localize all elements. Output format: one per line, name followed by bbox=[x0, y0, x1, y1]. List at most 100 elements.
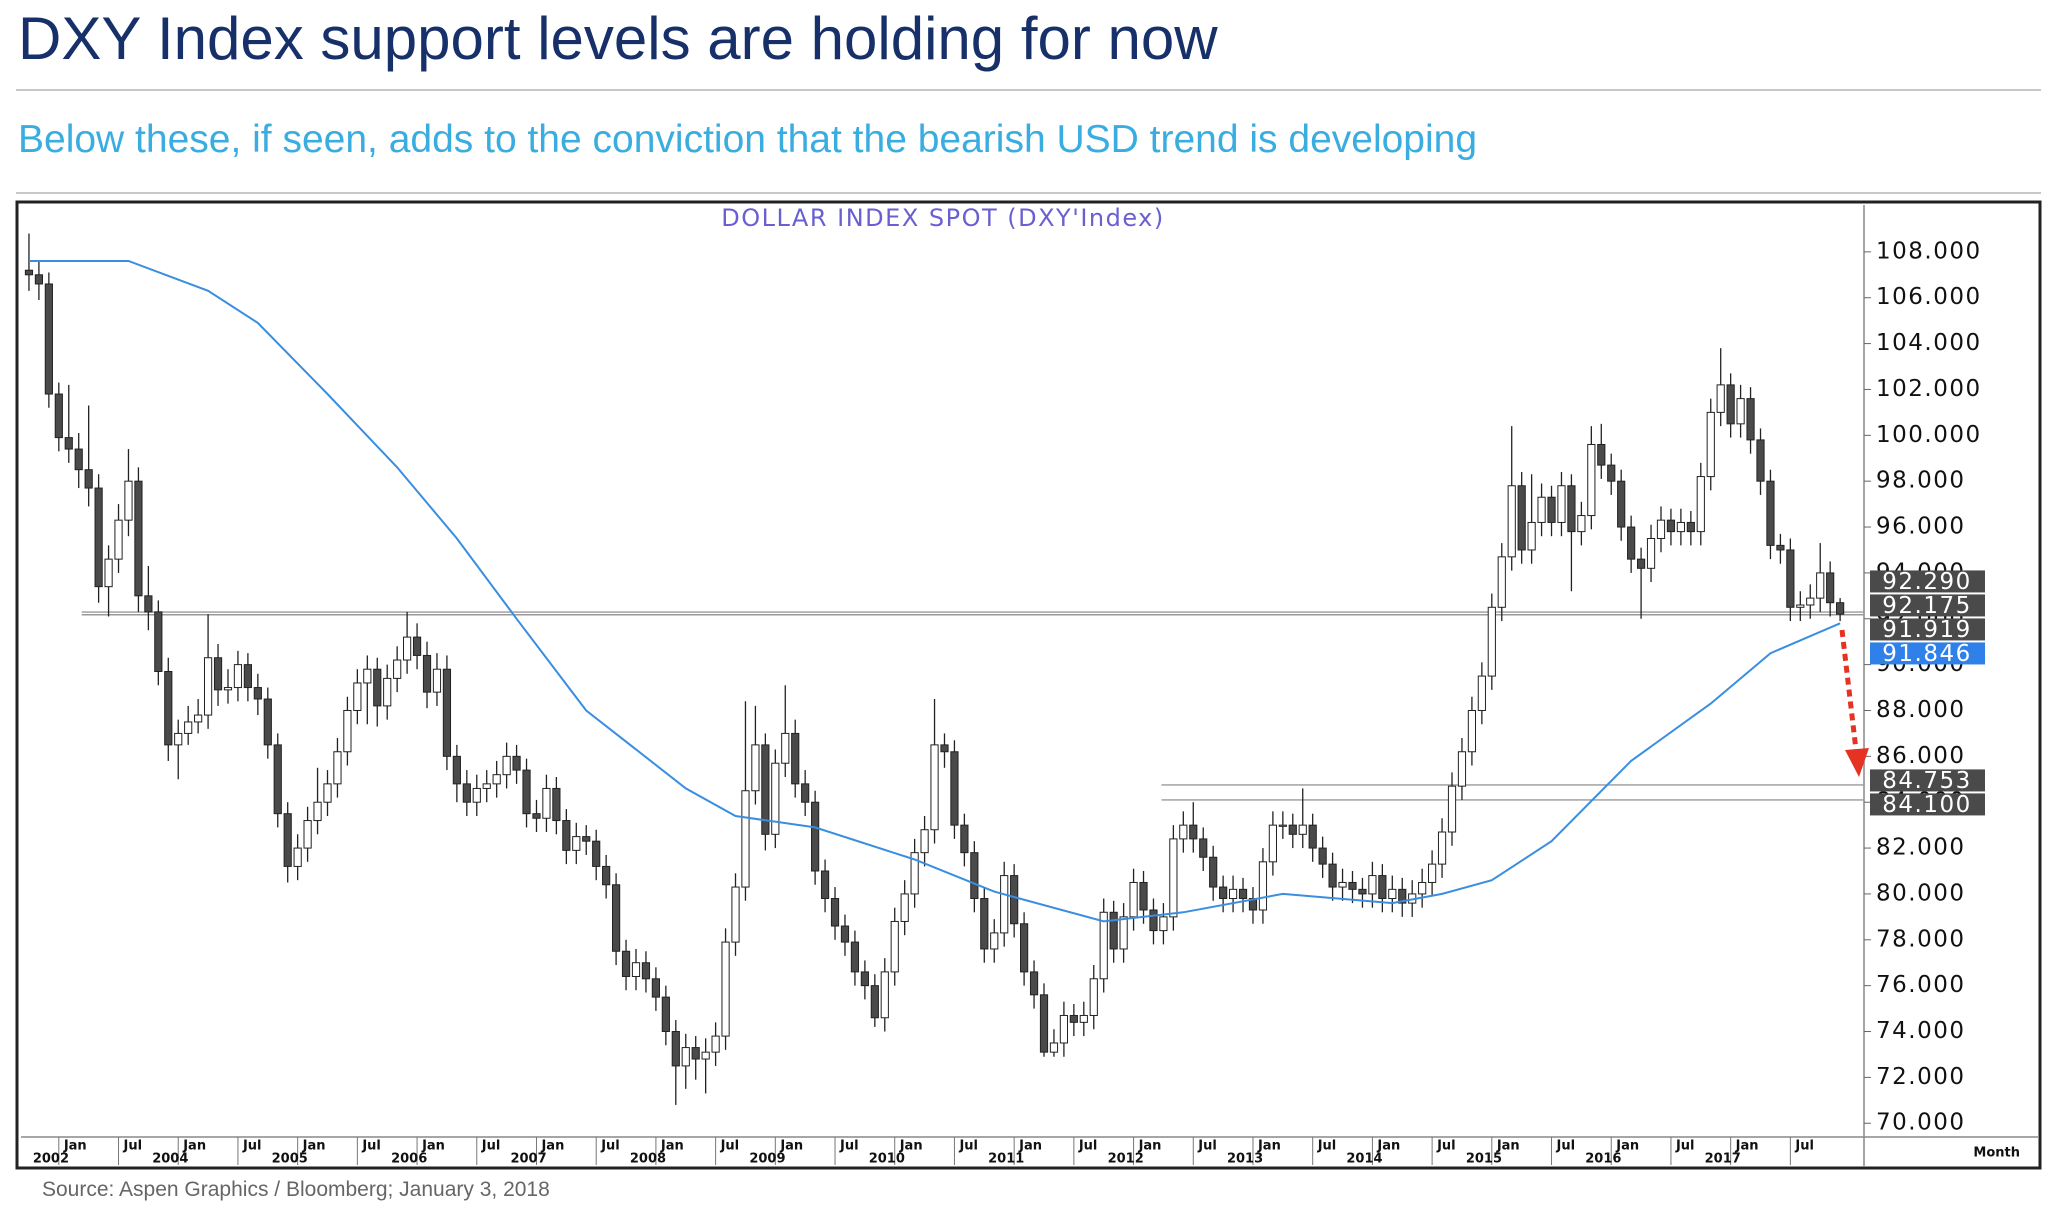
candle-body bbox=[1000, 875, 1009, 934]
x-tick-label: Jan bbox=[182, 1139, 206, 1154]
candle-body bbox=[333, 751, 342, 785]
candle-body bbox=[1258, 861, 1268, 911]
x-year-label: 2016 bbox=[1585, 1152, 1621, 1167]
page-subtitle: Below these, if seen, adds to the convic… bbox=[18, 118, 1478, 161]
candle-body bbox=[1447, 785, 1457, 833]
candle-body bbox=[54, 393, 63, 439]
x-tick-label: Jul bbox=[600, 1139, 620, 1154]
candle-body bbox=[1467, 709, 1477, 753]
candle-body bbox=[1726, 384, 1735, 425]
x-year-label: 2011 bbox=[988, 1152, 1024, 1167]
candle-body bbox=[213, 657, 223, 691]
candle-body bbox=[34, 274, 44, 285]
candle-body bbox=[641, 962, 651, 980]
candle-body bbox=[1676, 521, 1685, 533]
candle-body bbox=[1159, 916, 1168, 932]
x-year-label: 2007 bbox=[510, 1152, 546, 1167]
x-year-label: 2012 bbox=[1108, 1152, 1144, 1167]
candle-body bbox=[820, 870, 830, 900]
x-tick-label: Jul bbox=[1794, 1139, 1814, 1154]
candle-body bbox=[1527, 521, 1536, 551]
candle-body bbox=[253, 687, 262, 700]
candle-body bbox=[611, 884, 621, 952]
x-tick-label: Jan bbox=[302, 1139, 326, 1154]
candle-body bbox=[860, 971, 869, 987]
candle-body bbox=[114, 519, 123, 560]
x-tick-label: Jul bbox=[481, 1139, 501, 1154]
candle-body bbox=[1617, 480, 1626, 528]
candle-body bbox=[671, 1031, 680, 1067]
x-tick-label: Jan bbox=[1735, 1139, 1759, 1154]
candle-body bbox=[741, 790, 750, 888]
candle-body bbox=[631, 962, 641, 977]
x-tick-label: Jul bbox=[958, 1139, 978, 1154]
candle-body bbox=[1308, 824, 1317, 849]
candle-body bbox=[811, 801, 820, 872]
y-tick-label: 86.000 bbox=[1876, 743, 1965, 769]
candle-body bbox=[283, 813, 292, 867]
x-tick-label: Jan bbox=[660, 1139, 684, 1154]
divider bbox=[16, 89, 2041, 91]
candle-body bbox=[1796, 604, 1805, 608]
candle-body bbox=[920, 829, 929, 854]
x-tick-label: Jul bbox=[361, 1139, 381, 1154]
candle-body bbox=[1776, 544, 1785, 551]
candle-body bbox=[1179, 824, 1188, 840]
candle-body bbox=[840, 925, 850, 943]
candle-body bbox=[1766, 480, 1775, 546]
candle-body bbox=[781, 732, 790, 764]
candle-body bbox=[1219, 886, 1228, 900]
candle-body bbox=[1746, 398, 1755, 441]
candle-body bbox=[1368, 875, 1377, 895]
price-tag bbox=[1870, 769, 1985, 792]
candle-body bbox=[1517, 485, 1526, 551]
candle-body bbox=[532, 813, 541, 819]
x-tick-label: Jul bbox=[1675, 1139, 1695, 1154]
candle-body bbox=[572, 836, 581, 851]
price-tag bbox=[1870, 793, 1985, 816]
candle-body bbox=[1597, 443, 1606, 466]
candle-body bbox=[1199, 838, 1208, 858]
candle-body bbox=[522, 769, 531, 815]
candle-body bbox=[1069, 1014, 1078, 1023]
price-tag bbox=[1870, 570, 1985, 593]
candle-body bbox=[651, 978, 660, 998]
candle-body bbox=[771, 762, 780, 835]
candle-body bbox=[223, 687, 233, 691]
candle-body bbox=[184, 721, 193, 734]
candle-body bbox=[452, 755, 461, 785]
candle-body bbox=[1636, 558, 1646, 569]
candle-body bbox=[1816, 572, 1825, 599]
y-tick-label: 78.000 bbox=[1876, 926, 1965, 952]
candle-body bbox=[273, 744, 282, 815]
candle-body bbox=[144, 595, 153, 613]
candle-body bbox=[1209, 856, 1218, 888]
trend-arrow bbox=[1839, 629, 1859, 751]
candle-body bbox=[1039, 994, 1049, 1053]
y-tick-label: 88.000 bbox=[1876, 697, 1965, 723]
candle-body bbox=[1567, 485, 1576, 533]
candle-body bbox=[154, 611, 163, 673]
x-tick-label: Jan bbox=[899, 1139, 923, 1154]
candle-body bbox=[1228, 888, 1238, 900]
price-tag-label: 91.919 bbox=[1882, 617, 1971, 643]
y-tick-label: 102.000 bbox=[1876, 376, 1982, 402]
candle-body bbox=[1656, 519, 1666, 539]
x-year-label: 2014 bbox=[1346, 1152, 1382, 1167]
candle-body bbox=[1358, 888, 1367, 895]
candle-body bbox=[1756, 439, 1765, 482]
candle-body bbox=[1477, 675, 1486, 711]
x-tick-label: Jan bbox=[421, 1139, 445, 1154]
candle-body bbox=[134, 480, 143, 597]
candle-body bbox=[1646, 538, 1656, 569]
candle-body bbox=[412, 636, 422, 656]
candle-body bbox=[1607, 464, 1616, 482]
x-tick-label: Jul bbox=[123, 1139, 143, 1154]
candle-body bbox=[303, 820, 312, 849]
y-tick-label: 104.000 bbox=[1876, 330, 1982, 356]
y-tick-label: 106.000 bbox=[1876, 284, 1982, 310]
x-tick-label: Jul bbox=[839, 1139, 859, 1154]
price-tag-label: 91.846 bbox=[1882, 641, 1971, 667]
candle-body bbox=[313, 801, 322, 822]
candle-body bbox=[472, 787, 481, 803]
